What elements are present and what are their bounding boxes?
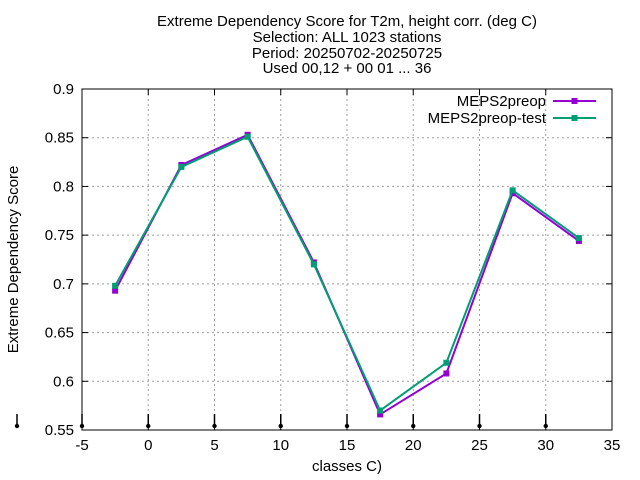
x-tick-label: -5 [75, 437, 88, 454]
y-tick-label: 0.55 [45, 422, 74, 439]
data-point [244, 133, 251, 140]
data-point [575, 235, 582, 242]
data-point [112, 282, 119, 289]
title-line: Extreme Dependency Score for T2m, height… [157, 13, 537, 30]
x-tick-label: 20 [405, 437, 422, 454]
count-marker-dot [14, 423, 20, 429]
title-line: Period: 20250702-20250725 [252, 45, 442, 62]
x-tick-label: 35 [604, 437, 621, 454]
series-line-1 [114, 135, 580, 413]
count-marker-dot [212, 423, 217, 429]
legend-marker [571, 115, 578, 121]
y-tick-label: 0.85 [45, 130, 74, 147]
legend-marker [571, 98, 578, 104]
chart-title: Extreme Dependency Score for T2m, height… [157, 13, 537, 77]
legend-label: MEPS2preop-test [428, 110, 547, 127]
axis-ticks: -5 0 5 10 15 20 25 30 35 0.55 0.6 0.65 0.7 0.75 0.8 0.8… [45, 81, 621, 454]
x-tick-label: 0 [144, 437, 152, 454]
y-tick-label: 0.75 [45, 227, 74, 244]
y-tick-label: 0.6 [53, 373, 74, 390]
data-point [377, 407, 384, 414]
count-marker-dot [543, 423, 548, 429]
y-tick-label: 0.8 [53, 178, 74, 195]
data-point [509, 187, 516, 194]
x-tick-label: 5 [210, 437, 218, 454]
count-marker-dot [344, 423, 350, 429]
x-axis-label: classes C) [312, 458, 382, 475]
title-line: Selection: ALL 1023 stations [253, 29, 442, 46]
y-tick-label: 0.9 [53, 81, 74, 98]
data-point [178, 163, 185, 170]
count-marker-dot [146, 423, 151, 429]
data-point [377, 411, 384, 418]
count-marker-dot [278, 423, 283, 429]
series [112, 131, 582, 418]
count-marker-dot [477, 423, 482, 429]
title-line: Used 00,12 + 00 01 ... 36 [263, 60, 432, 77]
count-marker-dot [79, 423, 85, 429]
data-point [443, 359, 450, 366]
data-point [112, 287, 119, 294]
grid [82, 89, 612, 430]
x-tick-label: 15 [339, 437, 356, 454]
x-tick-label: 10 [272, 437, 289, 454]
x-tick-label: 25 [471, 437, 488, 454]
count-marker-dot [411, 423, 416, 429]
legend-label: MEPS2preop [457, 93, 546, 110]
count-markers [14, 414, 548, 429]
data-point [443, 370, 450, 377]
y-tick-label: 0.65 [45, 325, 74, 342]
y-tick-label: 0.7 [53, 276, 74, 293]
data-point [310, 261, 317, 268]
y-axis-label: Extreme Dependency Score [5, 166, 22, 354]
x-tick-label: 30 [537, 437, 554, 454]
